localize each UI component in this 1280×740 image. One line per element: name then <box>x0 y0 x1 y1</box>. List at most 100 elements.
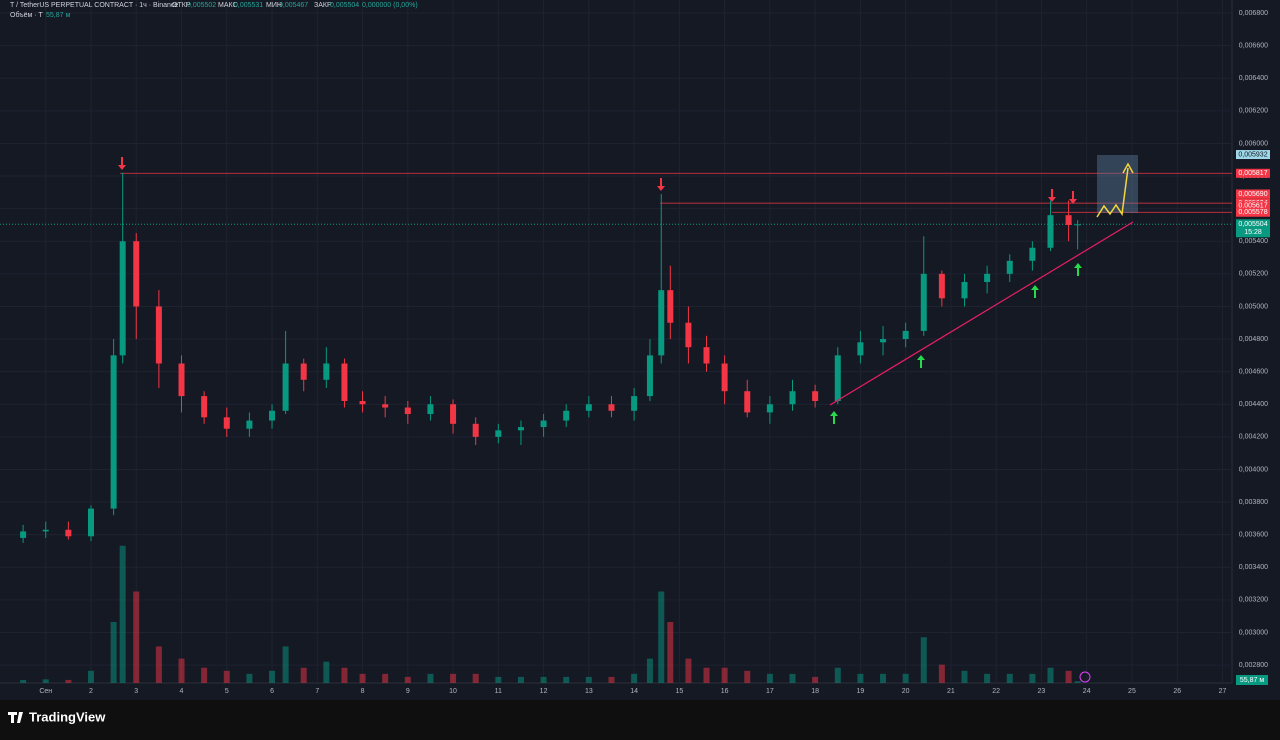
candle-body <box>563 410 570 421</box>
x-tick-label: Сен <box>39 688 52 695</box>
last-price-label: 0,005504 <box>1238 221 1267 228</box>
candle-body <box>300 363 307 380</box>
candle-body <box>658 290 665 356</box>
volume-bar <box>1065 670 1072 683</box>
candle-body <box>608 404 615 411</box>
x-tick-label: 8 <box>361 688 365 695</box>
up-arrows <box>830 263 1082 424</box>
open-label: ОТКР <box>172 2 191 9</box>
background <box>0 0 1280 700</box>
candle-body <box>646 355 653 397</box>
symbol: T / TetherUS PERPETUAL CONTRACT · 1ч · B… <box>10 2 178 9</box>
volume-bar <box>223 670 230 683</box>
level-label: 0,005578 <box>1238 209 1267 216</box>
volume-bar <box>658 591 665 683</box>
low-value: 0,005467 <box>279 2 308 9</box>
candle-body <box>880 339 887 343</box>
volume-bar <box>721 667 728 683</box>
volume-bar <box>880 673 887 683</box>
candle-body <box>540 420 547 428</box>
volume-bar <box>857 673 864 683</box>
volume-bar <box>20 679 27 683</box>
candle-body <box>323 363 330 380</box>
volume-bar <box>1029 673 1036 683</box>
volume <box>20 545 1081 683</box>
candle-body <box>42 529 49 532</box>
level-badge <box>1236 201 1270 211</box>
level-label: 0,005690 <box>1238 191 1267 198</box>
candle-body <box>920 273 927 331</box>
x-tick-label: 12 <box>540 688 548 695</box>
volume-bar <box>631 673 638 683</box>
countdown: 15:28 <box>1244 229 1262 236</box>
candle-body <box>246 420 253 429</box>
x-tick-label: 18 <box>811 688 819 695</box>
level-badge <box>1236 207 1270 217</box>
y-tick-label: 0,004200 <box>1239 434 1268 441</box>
candles <box>20 172 1081 543</box>
volume-bar <box>42 679 49 683</box>
candle-body <box>744 391 751 413</box>
candle-body <box>631 396 638 411</box>
y-tick-label: 0,003800 <box>1239 499 1268 506</box>
candle-body <box>667 290 674 323</box>
y-tick-label: 0,004800 <box>1239 336 1268 343</box>
volume-bar <box>65 679 72 683</box>
candle-body <box>585 404 592 411</box>
y-tick-label: 0,004600 <box>1239 369 1268 376</box>
y-tick-label: 0,003200 <box>1239 597 1268 604</box>
volume-bar <box>450 673 457 683</box>
volume-bar <box>961 670 968 683</box>
y-tick-label: 0,002800 <box>1239 662 1268 669</box>
volume-bar <box>834 667 841 683</box>
x-tick-label: 27 <box>1219 688 1227 695</box>
candle-body <box>223 417 230 429</box>
y-tick-label: 0,003400 <box>1239 564 1268 571</box>
volume-badge-text: 55,87 м <box>1240 677 1264 684</box>
volume-bar <box>766 673 773 683</box>
volume-bar <box>744 670 751 683</box>
candle-body <box>20 531 27 538</box>
volume-bar <box>155 646 162 683</box>
volume-bar <box>920 637 927 683</box>
level-label: 0,005617 <box>1238 203 1267 210</box>
candle-body <box>495 430 502 437</box>
volume-bar <box>685 658 692 683</box>
volume-bar <box>427 673 434 683</box>
volume-bar <box>902 673 909 683</box>
volume-bar <box>540 676 547 683</box>
axes: 0,002800 0,003000 0,003200 0,003400 0,003600… <box>39 10 1270 695</box>
volume-bar <box>789 673 796 683</box>
volume-bar <box>1047 667 1054 683</box>
candle-body <box>427 404 434 415</box>
x-tick-label: 25 <box>1128 688 1136 695</box>
volume-bar <box>359 673 366 683</box>
candle-body <box>110 355 117 509</box>
event-icon <box>1079 671 1091 683</box>
volume-bar <box>984 673 991 683</box>
y-tick-label: 0,006400 <box>1239 75 1268 82</box>
grid <box>0 0 1232 683</box>
last-price-badge <box>1236 219 1270 238</box>
candle-body <box>857 342 864 356</box>
volume-bar <box>246 673 253 683</box>
candle-body <box>65 529 72 537</box>
x-tick-label: 2 <box>89 688 93 695</box>
x-tick-label: 11 <box>495 688 502 695</box>
volume-bar <box>938 664 945 683</box>
x-tick-label: 21 <box>947 688 955 695</box>
x-tick-label: 20 <box>902 688 910 695</box>
x-tick-label: 9 <box>406 688 410 695</box>
trend-line <box>829 221 1134 406</box>
volume-bar <box>495 676 502 683</box>
x-tick-label: 22 <box>992 688 1000 695</box>
high-value: 0,005531 <box>234 2 263 9</box>
candle-body <box>133 241 140 307</box>
y-tick-label: 0,004400 <box>1239 401 1268 408</box>
candle-body <box>472 423 479 437</box>
x-tick-label: 23 <box>1038 688 1046 695</box>
y-tick-label: 0,005200 <box>1239 271 1268 278</box>
candle-body <box>1074 224 1081 226</box>
target-box <box>1097 155 1138 213</box>
